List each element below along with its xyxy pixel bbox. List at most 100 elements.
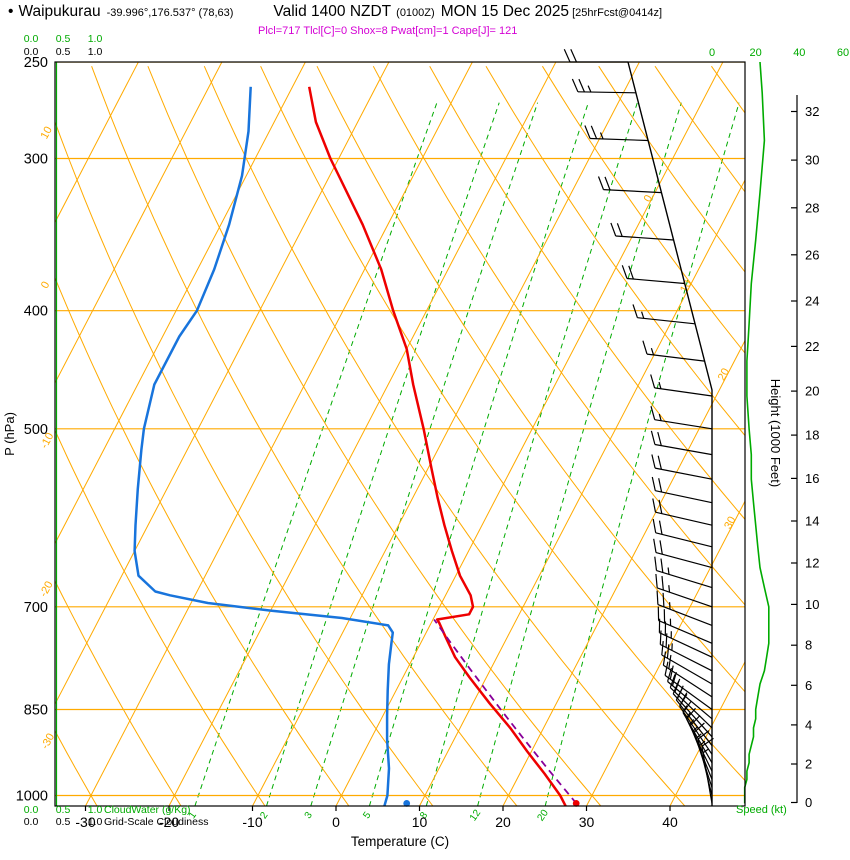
dry-adiabat-line bbox=[55, 276, 350, 806]
mixing-ratio-label: 5 bbox=[361, 810, 373, 821]
stability-indices: Plcl=717 Tlcl[C]=0 Shox=8 Pwat[cm]=1 Cap… bbox=[258, 25, 518, 37]
cloudiness-scale-tick: 0.5 bbox=[56, 46, 71, 58]
temperature-curve bbox=[307, 86, 567, 806]
mixing-ratio-line bbox=[194, 102, 438, 806]
plot-border bbox=[54, 61, 746, 807]
mixing-ratio-label: 12 bbox=[468, 808, 484, 824]
isotherm-label: 0 bbox=[642, 193, 655, 204]
speed-tick-label: 0 bbox=[709, 47, 715, 59]
dewpoint-curve bbox=[133, 86, 395, 806]
dry-adiabat-line bbox=[55, 429, 266, 806]
pressure-tick-label: 850 bbox=[24, 703, 48, 719]
station-coords: -39.996°,176.537° (78,63) bbox=[106, 7, 234, 19]
dry-adiabat-line bbox=[55, 729, 98, 806]
height-tick-label: 12 bbox=[805, 556, 819, 571]
wind-barbs bbox=[563, 48, 714, 806]
pressure-tick-label: 250 bbox=[24, 55, 48, 71]
isotherm-line bbox=[502, 339, 745, 806]
parcel-path bbox=[433, 618, 578, 804]
wind-speed-curve bbox=[743, 61, 770, 804]
pressure-tick-label: 1000 bbox=[16, 789, 48, 805]
dry-adiabat-label: -20 bbox=[38, 579, 56, 599]
dry-adiabat-line bbox=[429, 65, 745, 521]
isotherm-label: 30 bbox=[722, 515, 738, 531]
height-tick-label: 2 bbox=[805, 756, 812, 771]
height-tick-label: 24 bbox=[805, 293, 819, 308]
temp-tick-label: -10 bbox=[242, 814, 262, 830]
height-tick-label: 28 bbox=[805, 200, 819, 215]
background-grid bbox=[55, 62, 745, 806]
isotherm-label: 20 bbox=[716, 366, 732, 382]
temp-tick-label: 0 bbox=[332, 814, 340, 830]
speed-tick-label: 60 bbox=[837, 47, 849, 59]
dry-adiabat-line bbox=[91, 66, 518, 806]
isotherm-line bbox=[168, 62, 557, 806]
dry-adiabat-line bbox=[55, 579, 182, 806]
height-tick-label: 30 bbox=[805, 153, 819, 168]
temp-tick-label: 20 bbox=[495, 814, 511, 830]
valid-time: Valid 1400 NZDT bbox=[273, 3, 392, 20]
mixing-ratio-label: 8 bbox=[418, 810, 430, 821]
cloudwater-axis-label: CloudWater (g/Kg) bbox=[104, 804, 191, 816]
isotherm-line bbox=[586, 500, 745, 806]
cloudwater-scale-tick: 0.0 bbox=[24, 33, 39, 45]
mixing-ratio-label: 2 bbox=[258, 810, 270, 821]
dry-adiabat-label: 0 bbox=[39, 280, 52, 291]
speed-tick-label: 40 bbox=[793, 47, 805, 59]
temp-tick-label: -30 bbox=[75, 814, 95, 830]
cloudiness-scale-tick: 0.0 bbox=[24, 46, 39, 58]
station-name: Waipukurau bbox=[18, 3, 101, 20]
pressure-tick-label: 500 bbox=[24, 422, 48, 438]
forecast-tag: [25hrFcst@0414z] bbox=[572, 7, 663, 19]
temp-tick-label: -20 bbox=[159, 814, 179, 830]
temp-tick-label: 40 bbox=[662, 814, 678, 830]
surface-dewpoint-marker bbox=[403, 800, 411, 807]
isotherm-line bbox=[55, 62, 223, 385]
title-bar: • Waipukurau -39.996°,176.537° (78,63) V… bbox=[8, 3, 662, 21]
surface-markers bbox=[403, 800, 580, 807]
cloudwater-scale-tick: 0.5 bbox=[56, 804, 71, 816]
height-tick-label: 26 bbox=[805, 247, 819, 262]
speed-tick-label: 20 bbox=[750, 47, 762, 59]
mixing-ratio-line bbox=[368, 102, 589, 806]
dry-adiabat-line bbox=[147, 66, 602, 806]
height-tick-label: 6 bbox=[805, 678, 812, 693]
isotherm-line bbox=[419, 178, 745, 806]
mixing-ratio-line bbox=[477, 102, 682, 806]
station-bullet: • bbox=[8, 3, 14, 20]
valid-date: MON 15 Dec 2025 bbox=[440, 3, 570, 20]
valid-utc: (0100Z) bbox=[396, 7, 435, 19]
wind-staff bbox=[627, 61, 713, 806]
dry-adiabat-line bbox=[485, 65, 745, 437]
isotherm-line bbox=[669, 660, 745, 806]
speed-axis-label: Speed (kt) bbox=[736, 804, 787, 816]
height-tick-label: 0 bbox=[805, 795, 812, 810]
height-tick-label: 18 bbox=[805, 428, 819, 443]
isotherm-line bbox=[55, 62, 139, 224]
mixing-ratio-label: 1 bbox=[187, 810, 199, 821]
mixing-ratio-label: 3 bbox=[303, 810, 315, 821]
pressure-tick-label: 700 bbox=[24, 600, 48, 616]
isotherm-line bbox=[335, 62, 724, 806]
dry-adiabat-line bbox=[372, 65, 745, 606]
cloudiness-scale-tick: 0.5 bbox=[56, 816, 71, 828]
height-axis-label: Height (1000 Feet) bbox=[768, 379, 783, 487]
cloudiness-axis-label: Grid-Scale Cloudiness bbox=[104, 816, 208, 828]
cloudwater-scale-tick: 1.0 bbox=[88, 33, 103, 45]
dry-adiabat-line bbox=[316, 65, 745, 693]
cloudwater-scale-tick: 1.0 bbox=[88, 804, 103, 816]
height-tick-label: 16 bbox=[805, 471, 819, 486]
surface-temp-marker bbox=[572, 800, 580, 807]
cloudiness-scale-tick: 0.0 bbox=[24, 816, 39, 828]
sounding-curves bbox=[133, 86, 578, 806]
height-tick-label: 8 bbox=[805, 638, 812, 653]
temp-axis-label: Temperature (C) bbox=[351, 834, 449, 849]
mixing-ratio-line bbox=[425, 102, 638, 806]
pressure-tick-label: 300 bbox=[24, 151, 48, 167]
temp-tick-label: 30 bbox=[579, 814, 595, 830]
mixing-ratio-label: 20 bbox=[535, 807, 551, 823]
height-tick-label: 10 bbox=[805, 597, 819, 612]
